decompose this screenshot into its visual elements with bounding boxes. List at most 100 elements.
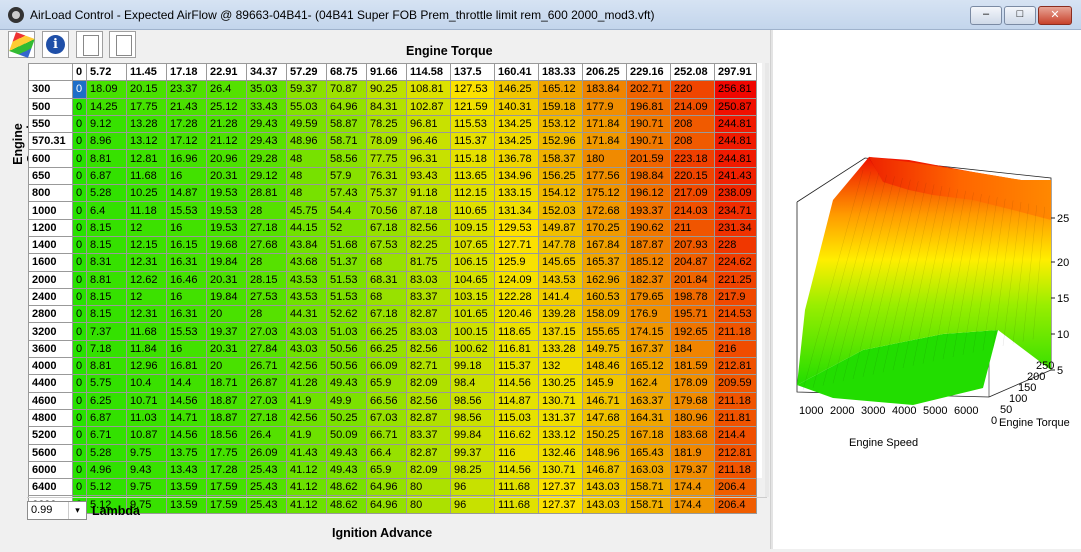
airflow-cell[interactable]: 192.65 (670, 322, 715, 341)
airflow-cell[interactable]: 27.68 (246, 235, 287, 255)
airflow-cell[interactable]: 14.56 (166, 391, 207, 410)
airflow-cell[interactable]: 7.37 (86, 322, 127, 341)
airflow-cell[interactable]: 143.03 (582, 495, 627, 514)
airflow-cell[interactable]: 70.87 (326, 80, 367, 99)
airflow-cell[interactable]: 48 (286, 166, 327, 186)
airflow-cell[interactable]: 59.37 (286, 80, 327, 99)
airflow-cell[interactable]: 147.68 (582, 408, 627, 428)
airflow-cell[interactable]: 115.37 (450, 132, 495, 151)
airflow-cell[interactable]: 5.75 (86, 374, 127, 393)
airflow-cell[interactable]: 0 (72, 270, 87, 289)
speed-row-header[interactable]: 1600 (28, 253, 73, 272)
airflow-cell[interactable]: 244.81 (714, 114, 757, 134)
airflow-cell[interactable]: 26.4 (246, 426, 287, 445)
airflow-cell[interactable]: 204.87 (670, 253, 715, 272)
airflow-cell[interactable]: 130.71 (538, 460, 583, 480)
airflow-cell[interactable]: 51.53 (326, 287, 367, 307)
airflow-cell[interactable]: 82.09 (406, 374, 451, 393)
airflow-cell[interactable]: 52.62 (326, 305, 367, 324)
airflow-cell[interactable]: 207.93 (670, 235, 715, 255)
airflow-cell[interactable]: 10.71 (126, 391, 167, 410)
airflow-cell[interactable]: 110.65 (450, 201, 495, 220)
airflow-cell[interactable]: 25.43 (246, 495, 287, 514)
airflow-cell[interactable]: 152.96 (538, 132, 583, 151)
torque-column-header[interactable]: 5.72 (86, 62, 127, 82)
airflow-cell[interactable]: 6.4 (86, 201, 127, 220)
speed-row-header[interactable]: 3200 (28, 322, 73, 341)
airflow-cell[interactable]: 165.12 (538, 80, 583, 99)
airflow-cell[interactable]: 190.71 (626, 132, 671, 151)
airflow-cell[interactable]: 23.37 (166, 80, 207, 99)
airflow-cell[interactable]: 12.81 (126, 149, 167, 168)
airflow-cell[interactable]: 130.25 (538, 374, 583, 393)
airflow-cell[interactable]: 67.18 (366, 305, 407, 324)
airflow-cell[interactable]: 132.46 (538, 443, 583, 462)
airflow-cell[interactable]: 19.84 (206, 253, 247, 272)
airflow-cell[interactable]: 21.28 (206, 114, 247, 134)
airflow-cell[interactable]: 16.15 (166, 235, 207, 255)
airflow-cell[interactable]: 181.9 (670, 443, 715, 462)
airflow-cell[interactable]: 65.9 (366, 374, 407, 393)
airflow-cell[interactable]: 27.53 (246, 287, 287, 307)
torque-column-header[interactable]: 297.91 (714, 62, 757, 82)
airflow-cell[interactable]: 211.18 (714, 391, 757, 410)
airflow-cell[interactable]: 148.96 (582, 443, 627, 462)
speed-row-header[interactable]: 4800 (28, 408, 73, 428)
airflow-cell[interactable]: 75.37 (366, 184, 407, 203)
airflow-cell[interactable]: 78.09 (366, 132, 407, 151)
airflow-cell[interactable]: 14.56 (166, 426, 207, 445)
maximize-button[interactable]: □ (1004, 6, 1036, 25)
airflow-cell[interactable]: 16 (166, 339, 207, 359)
airflow-cell[interactable]: 183.84 (582, 80, 627, 99)
airflow-cell[interactable]: 18.87 (206, 391, 247, 410)
airflow-cell[interactable]: 212.81 (714, 443, 757, 462)
airflow-cell[interactable]: 112.15 (450, 184, 495, 203)
airflow-cell[interactable]: 163.03 (626, 460, 671, 480)
airflow-cell[interactable]: 98.56 (450, 391, 495, 410)
airflow-cell[interactable]: 43.03 (286, 339, 327, 359)
airflow-cell[interactable]: 9.75 (126, 495, 167, 514)
airflow-cell[interactable]: 143.53 (538, 270, 583, 289)
airflow-cell[interactable]: 84.31 (366, 97, 407, 116)
airflow-cell[interactable]: 33.43 (246, 97, 287, 116)
airflow-cell[interactable]: 231.34 (714, 218, 757, 237)
airflow-cell[interactable]: 0 (72, 426, 87, 445)
speed-row-header[interactable]: 650 (28, 166, 73, 186)
airflow-cell[interactable]: 114.56 (494, 374, 539, 393)
airflow-cell[interactable]: 134.96 (494, 166, 539, 186)
airflow-cell[interactable]: 5.28 (86, 184, 127, 203)
airflow-cell[interactable]: 16.31 (166, 253, 207, 272)
airflow-cell[interactable]: 28 (246, 201, 287, 220)
airflow-cell[interactable]: 114.87 (494, 391, 539, 410)
airflow-cell[interactable]: 51.53 (326, 270, 367, 289)
new-document-button[interactable] (76, 31, 103, 58)
speed-row-header[interactable]: 550 (28, 114, 73, 134)
airflow-cell[interactable]: 25.43 (246, 478, 287, 497)
airflow-cell[interactable]: 7.18 (86, 339, 127, 359)
airflow-cell[interactable]: 41.9 (286, 426, 327, 445)
airflow-cell[interactable]: 139.28 (538, 305, 583, 324)
airflow-cell[interactable]: 214.53 (714, 305, 757, 324)
info-button[interactable]: i (42, 31, 69, 58)
lambda-select[interactable]: 0.99 ▾ (27, 501, 87, 520)
airflow-cell[interactable]: 171.84 (582, 114, 627, 134)
airflow-cell[interactable]: 83.03 (406, 270, 451, 289)
torque-column-header[interactable]: 17.18 (166, 62, 207, 82)
airflow-cell[interactable]: 214.4 (714, 426, 757, 445)
airflow-cell[interactable]: 66.56 (366, 391, 407, 410)
airflow-cell[interactable]: 16 (166, 287, 207, 307)
torque-column-header[interactable]: 160.41 (494, 62, 539, 82)
airflow-cell[interactable]: 82.56 (406, 339, 451, 359)
airflow-cell[interactable]: 58.87 (326, 114, 367, 134)
airflow-cell[interactable]: 70.56 (366, 201, 407, 220)
airflow-cell[interactable]: 162.4 (626, 374, 671, 393)
airflow-cell[interactable]: 28.81 (246, 184, 287, 203)
airflow-cell[interactable]: 120.46 (494, 305, 539, 324)
airflow-cell[interactable]: 20.31 (206, 339, 247, 359)
airflow-cell[interactable]: 16.46 (166, 270, 207, 289)
airflow-cell[interactable]: 147.78 (538, 235, 583, 255)
airflow-cell[interactable]: 0 (72, 287, 87, 307)
airflow-cell[interactable]: 90.25 (366, 80, 407, 99)
airflow-cell[interactable]: 0 (72, 443, 87, 462)
